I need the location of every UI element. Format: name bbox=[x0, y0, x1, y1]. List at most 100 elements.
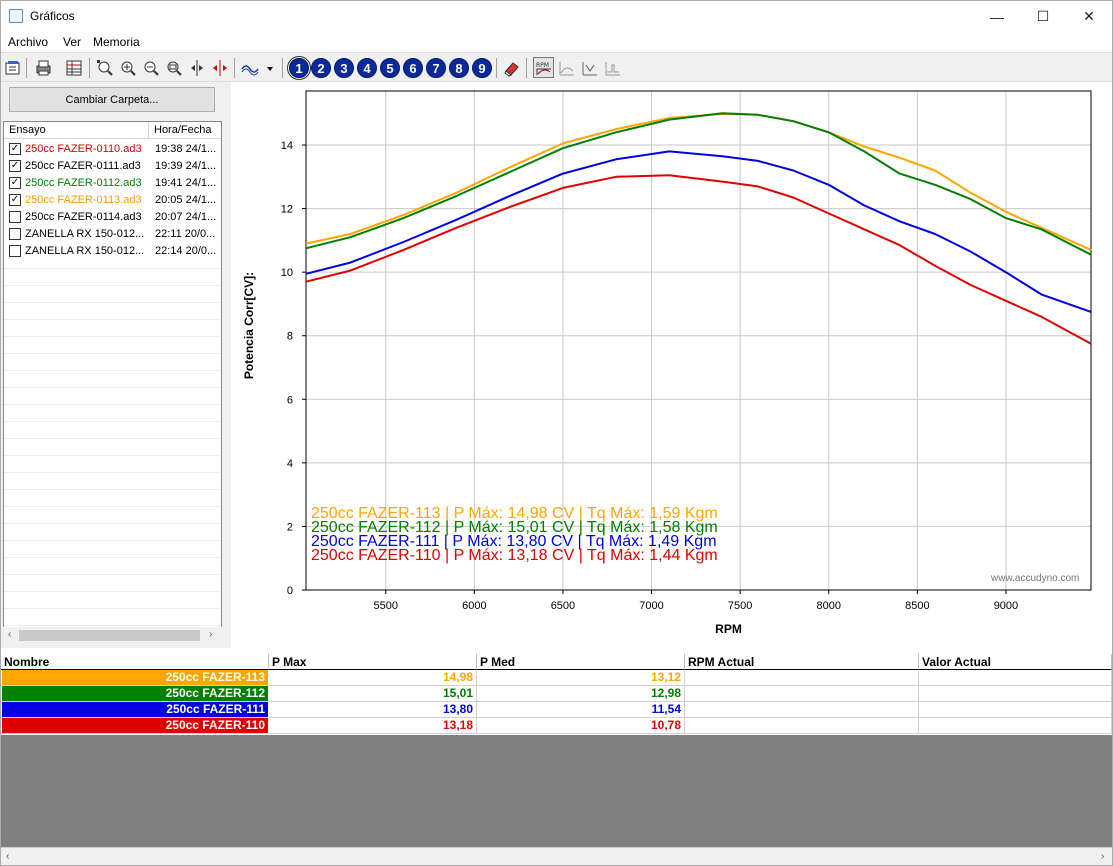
cursor-v-icon[interactable] bbox=[186, 57, 207, 78]
col-header-test[interactable]: Ensayo bbox=[4, 122, 149, 139]
result-valor-actual bbox=[919, 702, 1112, 717]
y-tick-label: 2 bbox=[287, 521, 293, 533]
graph-b-icon[interactable] bbox=[579, 57, 600, 78]
curve-1-button[interactable]: 1 bbox=[287, 56, 311, 80]
file-checkbox[interactable]: ✓ bbox=[9, 194, 21, 206]
left-panel: Cambiar Carpeta... Ensayo Hora/Fecha ✓ 2… bbox=[1, 82, 231, 648]
maximize-button[interactable]: ☐ bbox=[1036, 8, 1050, 24]
scroll-right-arrow-icon[interactable]: › bbox=[1101, 851, 1105, 862]
curve-7-button[interactable]: 7 bbox=[426, 58, 446, 78]
curve-2-button[interactable]: 2 bbox=[311, 58, 331, 78]
file-row[interactable]: ZANELLA RX 150-012... 22:14 20/0... bbox=[4, 243, 221, 260]
file-checkbox[interactable]: ✓ bbox=[9, 177, 21, 189]
zoom-in-icon[interactable] bbox=[117, 57, 138, 78]
x-axis-label: RPM bbox=[715, 622, 742, 636]
result-p-med: 13,12 bbox=[477, 670, 685, 685]
zoom-window-icon[interactable] bbox=[163, 57, 184, 78]
file-row[interactable]: ✓ 250cc FAZER-0110.ad3 19:38 24/1... bbox=[4, 141, 221, 158]
result-name: 250cc FAZER-112 bbox=[2, 686, 268, 701]
curve-type-icon[interactable] bbox=[239, 57, 277, 78]
header-nombre: Nombre bbox=[1, 654, 269, 670]
file-checkbox[interactable]: ✓ bbox=[9, 160, 21, 172]
menu-ver[interactable]: Ver bbox=[63, 35, 82, 49]
graph-a-icon[interactable] bbox=[556, 57, 577, 78]
legend-entry: 250cc FAZER-113 | P Máx: 14,98 CV | Tq M… bbox=[311, 505, 718, 522]
curve-4-button[interactable]: 4 bbox=[357, 58, 377, 78]
col-header-date[interactable]: Hora/Fecha bbox=[149, 122, 221, 139]
results-table: Nombre P Max P Med RPM Actual Valor Actu… bbox=[1, 654, 1112, 735]
y-tick-label: 10 bbox=[281, 267, 293, 279]
file-name: 250cc FAZER-0113.ad3 bbox=[25, 194, 142, 206]
bottom-scrollbar[interactable]: ‹ › bbox=[1, 847, 1112, 865]
curve-6-button[interactable]: 6 bbox=[403, 58, 423, 78]
series-line bbox=[305, 112, 1092, 256]
change-folder-button[interactable]: Cambiar Carpeta... bbox=[9, 87, 215, 112]
power-chart: 5500 6000 6500 7000 7500 8000 8500 9000 0 2 4 6 8 10 1… bbox=[231, 82, 1112, 648]
file-row[interactable]: ✓ 250cc FAZER-0111.ad3 19:39 24/1... bbox=[4, 158, 221, 175]
curve-5-button[interactable]: 5 bbox=[380, 58, 400, 78]
menu-bar: Archivo Ver Memoria bbox=[1, 32, 1112, 52]
watermark: www.accudyno.com bbox=[991, 573, 1080, 584]
zoom-fit-icon[interactable] bbox=[94, 57, 115, 78]
title-bar: Gráficos — ☐ ✕ bbox=[1, 1, 1112, 32]
menu-memoria[interactable]: Memoria bbox=[93, 35, 140, 49]
plot-area bbox=[305, 90, 1092, 591]
result-p-max: 14,98 bbox=[269, 670, 477, 685]
eraser-icon[interactable] bbox=[501, 57, 522, 78]
menu-archivo[interactable]: Archivo bbox=[8, 35, 49, 49]
result-p-max: 13,18 bbox=[269, 718, 477, 733]
x-tick-label: 8500 bbox=[905, 600, 929, 612]
y-tick-label: 4 bbox=[287, 458, 293, 470]
plot-border bbox=[305, 90, 1092, 591]
zoom-out-icon[interactable] bbox=[140, 57, 161, 78]
result-p-med: 11,54 bbox=[477, 702, 685, 717]
close-button[interactable]: ✕ bbox=[1083, 8, 1095, 24]
file-date: 19:38 24/1... bbox=[155, 143, 217, 155]
file-row[interactable]: 250cc FAZER-0114.ad3 20:07 24/1... bbox=[4, 209, 221, 226]
file-row[interactable]: ✓ 250cc FAZER-0112.ad3 19:41 24/1... bbox=[4, 175, 221, 192]
header-valor-actual: Valor Actual bbox=[919, 654, 1112, 670]
result-p-max: 15,01 bbox=[269, 686, 477, 701]
file-row[interactable]: ✓ 250cc FAZER-0113.ad3 20:05 24/1... bbox=[4, 192, 221, 209]
curve-9-button[interactable]: 9 bbox=[472, 58, 492, 78]
curve-8-button[interactable]: 8 bbox=[449, 58, 469, 78]
curve-3-button[interactable]: 3 bbox=[334, 58, 354, 78]
cursor-h-icon[interactable] bbox=[209, 57, 230, 78]
result-row[interactable]: 250cc FAZER-111 13,80 11,54 bbox=[1, 702, 1112, 718]
y-tick-label: 8 bbox=[287, 331, 293, 343]
legend-entry: 250cc FAZER-110 | P Máx: 13,18 CV | Tq M… bbox=[311, 547, 718, 564]
result-row[interactable]: 250cc FAZER-113 14,98 13,12 bbox=[1, 670, 1112, 686]
x-tick-label: 6000 bbox=[462, 600, 486, 612]
scroll-left-arrow-icon[interactable]: ‹ bbox=[8, 629, 12, 640]
print-icon[interactable] bbox=[32, 57, 53, 78]
file-checkbox[interactable] bbox=[9, 228, 21, 240]
result-row[interactable]: 250cc FAZER-110 13,18 10,78 bbox=[1, 718, 1112, 734]
scroll-thumb[interactable] bbox=[19, 630, 200, 641]
toolbar: 1 2 3 4 5 6 7 8 9 RPM bbox=[1, 52, 1112, 82]
result-row[interactable]: 250cc FAZER-112 15,01 12,98 bbox=[1, 686, 1112, 702]
file-checkbox[interactable]: ✓ bbox=[9, 143, 21, 155]
file-checkbox[interactable] bbox=[9, 211, 21, 223]
x-tick-label: 7500 bbox=[728, 600, 752, 612]
scroll-left-arrow-icon[interactable]: ‹ bbox=[6, 851, 10, 862]
rpm-axis-icon[interactable]: RPM bbox=[533, 57, 554, 78]
result-rpm-actual bbox=[685, 670, 919, 685]
legend-entry: 250cc FAZER-111 | P Máx: 13,80 CV | Tq M… bbox=[311, 533, 717, 550]
file-list-scrollbar[interactable]: ‹ › bbox=[3, 627, 222, 644]
file-date: 22:14 20/0... bbox=[155, 245, 217, 257]
minimize-button[interactable]: — bbox=[990, 8, 1004, 25]
file-checkbox[interactable] bbox=[9, 245, 21, 257]
file-row[interactable]: ZANELLA RX 150-012... 22:11 20/0... bbox=[4, 226, 221, 243]
result-rpm-actual bbox=[685, 718, 919, 733]
result-valor-actual bbox=[919, 718, 1112, 733]
properties-icon[interactable] bbox=[2, 57, 23, 78]
table-icon[interactable] bbox=[63, 57, 84, 78]
header-p-med: P Med bbox=[477, 654, 685, 670]
graph-c-icon[interactable] bbox=[602, 57, 623, 78]
scroll-right-arrow-icon[interactable]: › bbox=[209, 629, 213, 640]
series-line bbox=[305, 174, 1092, 345]
header-rpm-actual: RPM Actual bbox=[685, 654, 919, 670]
file-name: 250cc FAZER-0110.ad3 bbox=[25, 143, 142, 155]
file-name: 250cc FAZER-0112.ad3 bbox=[25, 177, 142, 189]
